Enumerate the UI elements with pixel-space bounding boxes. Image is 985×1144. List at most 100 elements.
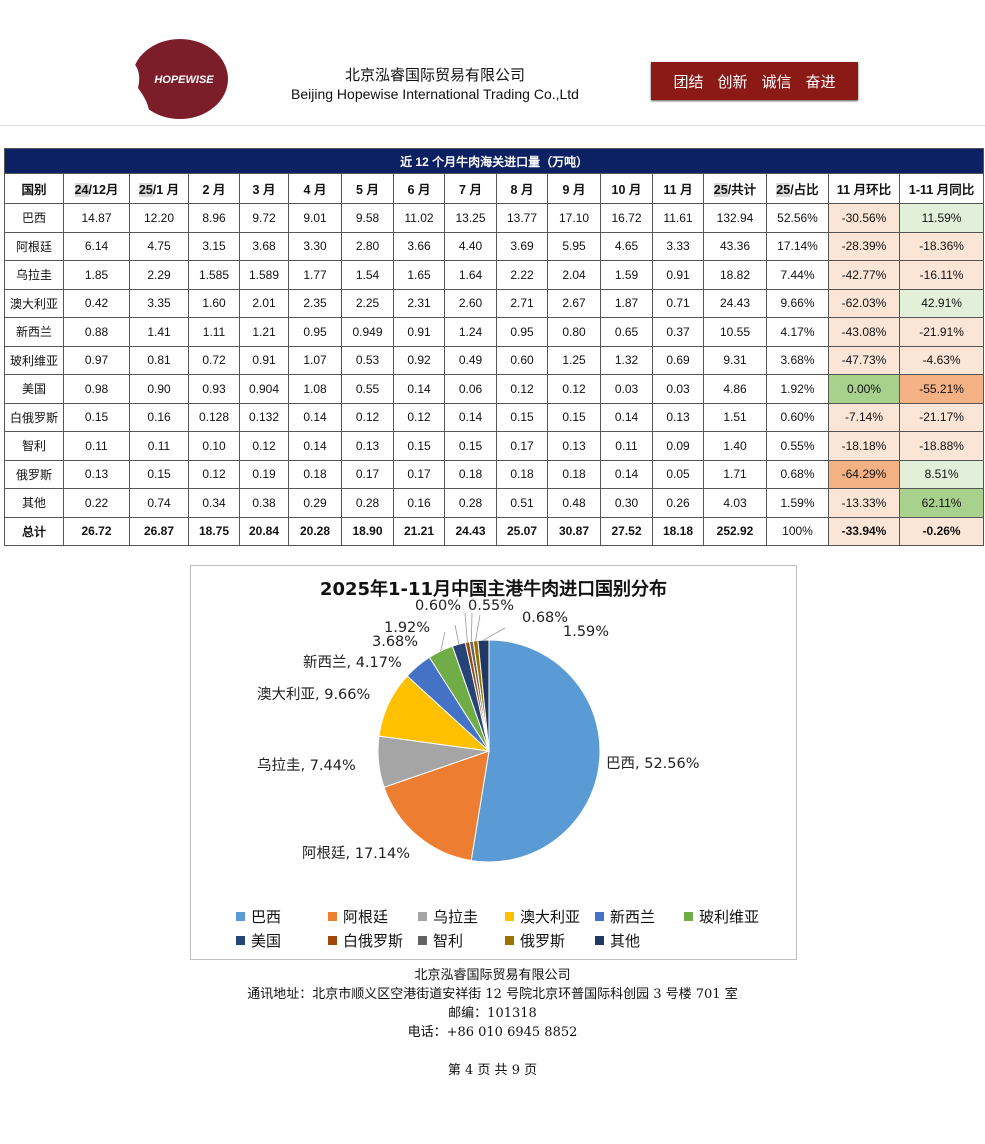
- legend-label: 阿根廷: [343, 908, 389, 926]
- legend-swatch: [236, 912, 245, 921]
- value-cell: -16.11%: [898, 260, 985, 290]
- legend-label: 巴西: [251, 908, 282, 926]
- column-header: 国别: [4, 173, 64, 204]
- leader-line: [475, 614, 481, 641]
- value-cell: 1.64: [444, 260, 497, 290]
- value-cell: 43.36: [703, 231, 767, 261]
- column-header: 9 月: [547, 173, 601, 204]
- legend-swatch: [505, 912, 514, 921]
- value-cell: 21.21: [393, 516, 445, 546]
- company-name-en: Beijing Hopewise International Trading C…: [291, 86, 579, 102]
- value-cell: 2.80: [341, 231, 394, 261]
- legend-swatch: [236, 936, 245, 945]
- value-cell: 0.00%: [828, 374, 900, 404]
- column-header: 6 月: [393, 173, 445, 204]
- value-cell: -18.36%: [898, 231, 985, 261]
- country-cell: 乌拉圭: [4, 260, 64, 290]
- value-cell: 25.07: [496, 516, 548, 546]
- value-cell: 0.97: [63, 345, 130, 375]
- value-cell: 0.15: [393, 431, 445, 461]
- value-cell: 11.61: [652, 203, 704, 233]
- value-cell: 1.40: [703, 431, 767, 461]
- value-cell: 9.31: [703, 345, 767, 375]
- country-cell: 总计: [4, 516, 64, 546]
- value-cell: 0.11: [600, 431, 653, 461]
- value-cell: 0.91: [239, 345, 289, 375]
- value-cell: 1.25: [547, 345, 601, 375]
- value-cell: -62.03%: [828, 288, 900, 318]
- value-cell: 10.55: [703, 317, 767, 347]
- legend-label: 新西兰: [610, 908, 656, 926]
- value-cell: 132.94: [703, 203, 767, 233]
- country-cell: 其他: [4, 488, 64, 518]
- column-header-label: 25/共计: [713, 183, 757, 197]
- legend-swatch: [328, 912, 337, 921]
- value-cell: 0.68%: [766, 459, 829, 489]
- table-row: 玻利维亚 0.97 0.81 0.72 0.91 1.07 0.53 0.92 0.49 0.60…: [4, 345, 985, 375]
- value-cell: 0.74: [129, 488, 189, 518]
- value-cell: 0.98: [63, 374, 130, 404]
- value-cell: 0.72: [188, 345, 240, 375]
- value-cell: 3.68: [239, 231, 289, 261]
- value-cell: 4.40: [444, 231, 497, 261]
- value-cell: 0.42: [63, 288, 130, 318]
- value-cell: 1.59%: [766, 488, 829, 518]
- table-row: 智利 0.11 0.11 0.10 0.12 0.14 0.13 0.15 0.15 0.17 0.…: [4, 431, 985, 461]
- value-cell: 0.12: [496, 374, 548, 404]
- value-cell: 8.51%: [898, 459, 985, 489]
- value-cell: 0.14: [600, 402, 653, 432]
- column-header: 25/共计: [703, 173, 767, 204]
- value-cell: 13.25: [444, 203, 497, 233]
- table-title: 近 12 个月牛肉海关进口量（万吨）: [3, 148, 985, 174]
- legend-item: 巴西: [236, 906, 281, 927]
- value-cell: 0.51: [496, 488, 548, 518]
- column-header: 1-11 月同比: [898, 173, 985, 204]
- value-cell: 0.06: [444, 374, 497, 404]
- value-cell: 17.14%: [766, 231, 829, 261]
- value-cell: 4.65: [600, 231, 653, 261]
- value-cell: 100%: [766, 516, 829, 546]
- column-header: 11 月: [652, 173, 704, 204]
- value-cell: 9.58: [341, 203, 394, 233]
- footer: 北京泓睿国际贸易有限公司 通讯地址：北京市顺义区空港街道安祥街 12 号院北京环…: [0, 966, 985, 1042]
- value-cell: 2.60: [444, 288, 497, 318]
- page-number: 第 4 页 共 9 页: [447, 1063, 538, 1078]
- value-cell: 2.35: [288, 288, 342, 318]
- value-cell: 1.11: [188, 317, 240, 347]
- value-cell: 1.51: [703, 402, 767, 432]
- value-cell: 0.69: [652, 345, 704, 375]
- value-cell: 1.60: [188, 288, 240, 318]
- value-cell: 18.90: [341, 516, 394, 546]
- data-label: 0.55%: [468, 598, 515, 614]
- value-cell: 0.91: [393, 317, 445, 347]
- header-divider: [0, 125, 985, 126]
- table-row: 新西兰 0.88 1.41 1.11 1.21 0.95 0.949 0.91 1.24 0.95…: [4, 317, 985, 347]
- value-cell: 0.18: [444, 459, 497, 489]
- column-header: 7 月: [444, 173, 497, 204]
- country-cell: 新西兰: [4, 317, 64, 347]
- value-cell: 0.16: [393, 488, 445, 518]
- column-header: 8 月: [496, 173, 548, 204]
- legend-item: 美国: [236, 930, 281, 951]
- value-cell: 252.92: [703, 516, 767, 546]
- leader-line: [464, 612, 468, 643]
- value-cell: 0.91: [652, 260, 704, 290]
- value-cell: -28.39%: [828, 231, 900, 261]
- value-cell: 1.92%: [766, 374, 829, 404]
- value-cell: 0.95: [288, 317, 342, 347]
- value-cell: -33.94%: [828, 516, 900, 546]
- legend-item: 玻利维亚: [684, 906, 759, 927]
- table-row: 白俄罗斯 0.15 0.16 0.128 0.132 0.14 0.12 0.12 0.14 0.…: [4, 402, 985, 432]
- value-cell: 0.28: [341, 488, 394, 518]
- value-cell: 0.09: [652, 431, 704, 461]
- value-cell: 0.55: [341, 374, 394, 404]
- footer-postcode: 邮编：101318: [448, 1006, 537, 1021]
- data-label: 阿根廷, 17.14%: [302, 846, 411, 862]
- value-cell: 42.91%: [898, 288, 985, 318]
- value-cell: 0.12: [188, 459, 240, 489]
- value-cell: 1.65: [393, 260, 445, 290]
- value-cell: -18.88%: [898, 431, 985, 461]
- legend-label: 澳大利亚: [520, 908, 581, 926]
- table-row: 俄罗斯 0.13 0.15 0.12 0.19 0.18 0.17 0.17 0.18 0.18 0…: [4, 459, 985, 489]
